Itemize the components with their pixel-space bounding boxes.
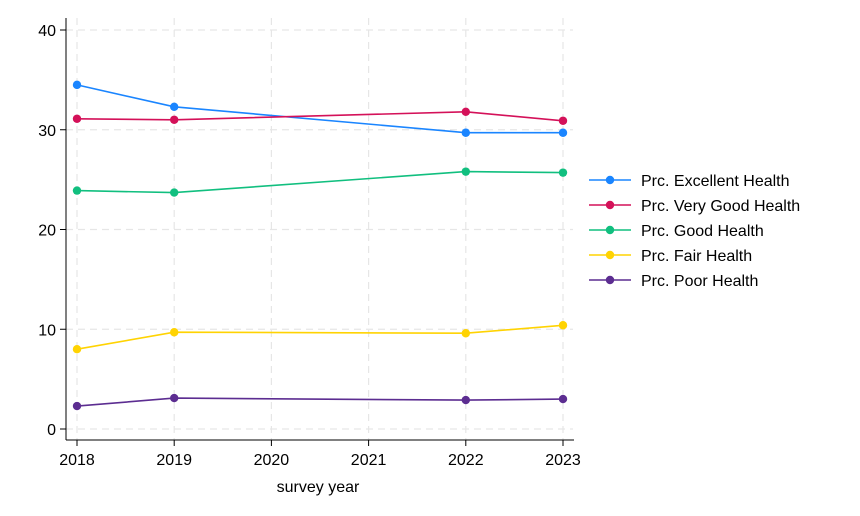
- y-tick-label: 20: [38, 223, 56, 240]
- data-point: [170, 328, 179, 337]
- series-line: [76, 324, 564, 350]
- x-tick-label: 2019: [156, 452, 192, 469]
- y-tick-label: 10: [38, 322, 56, 339]
- series-line: [76, 170, 564, 194]
- legend-label: Prc. Good Health: [641, 223, 764, 240]
- data-point: [558, 168, 568, 177]
- series-line: [76, 110, 564, 122]
- data-point: [72, 80, 82, 90]
- legend-label: Prc. Fair Health: [641, 248, 752, 265]
- data-point: [170, 393, 179, 403]
- x-tick-label: 2018: [59, 452, 95, 469]
- legend-label: Prc. Very Good Health: [641, 198, 800, 215]
- x-axis-ticks: 2018 2019 2020 2021 2022 2023: [59, 440, 581, 469]
- data-point: [461, 167, 470, 176]
- data-point: [170, 188, 179, 197]
- data-point: [558, 116, 568, 125]
- y-tick-label: 0: [47, 422, 56, 439]
- legend-swatch-marker: [605, 200, 615, 210]
- x-tick-label: 2022: [448, 452, 484, 469]
- x-tick-label: 2021: [351, 452, 387, 469]
- series-group: [72, 80, 568, 411]
- series-line: [76, 84, 563, 134]
- legend-swatch-marker: [605, 175, 615, 185]
- y-tick-label: 30: [38, 123, 56, 140]
- legend: Prc. Excellent Health Prc. Very Good Heal…: [589, 173, 800, 290]
- y-axis-ticks: 0 10 20 30 40: [38, 23, 66, 439]
- data-point: [72, 345, 82, 354]
- x-axis-label: survey year: [277, 479, 360, 496]
- legend-label: Prc. Poor Health: [641, 273, 758, 290]
- data-point: [461, 395, 470, 405]
- data-point: [170, 115, 179, 124]
- data-point: [72, 114, 82, 123]
- x-tick-label: 2023: [545, 452, 581, 469]
- x-tick-label: 2020: [254, 452, 290, 469]
- data-point: [170, 102, 179, 112]
- data-point: [558, 128, 568, 137]
- gridlines: [66, 18, 573, 440]
- data-point: [558, 321, 568, 330]
- data-point: [461, 128, 470, 137]
- data-point: [72, 186, 82, 195]
- data-point: [558, 394, 568, 404]
- legend-swatch-marker: [605, 275, 615, 285]
- series-line: [76, 397, 564, 407]
- legend-swatch-marker: [605, 225, 615, 235]
- legend-label: Prc. Excellent Health: [641, 173, 790, 190]
- data-point: [461, 107, 470, 116]
- data-point: [461, 329, 470, 338]
- y-tick-label: 40: [38, 23, 56, 40]
- data-point: [72, 401, 82, 411]
- legend-swatch-marker: [605, 250, 615, 260]
